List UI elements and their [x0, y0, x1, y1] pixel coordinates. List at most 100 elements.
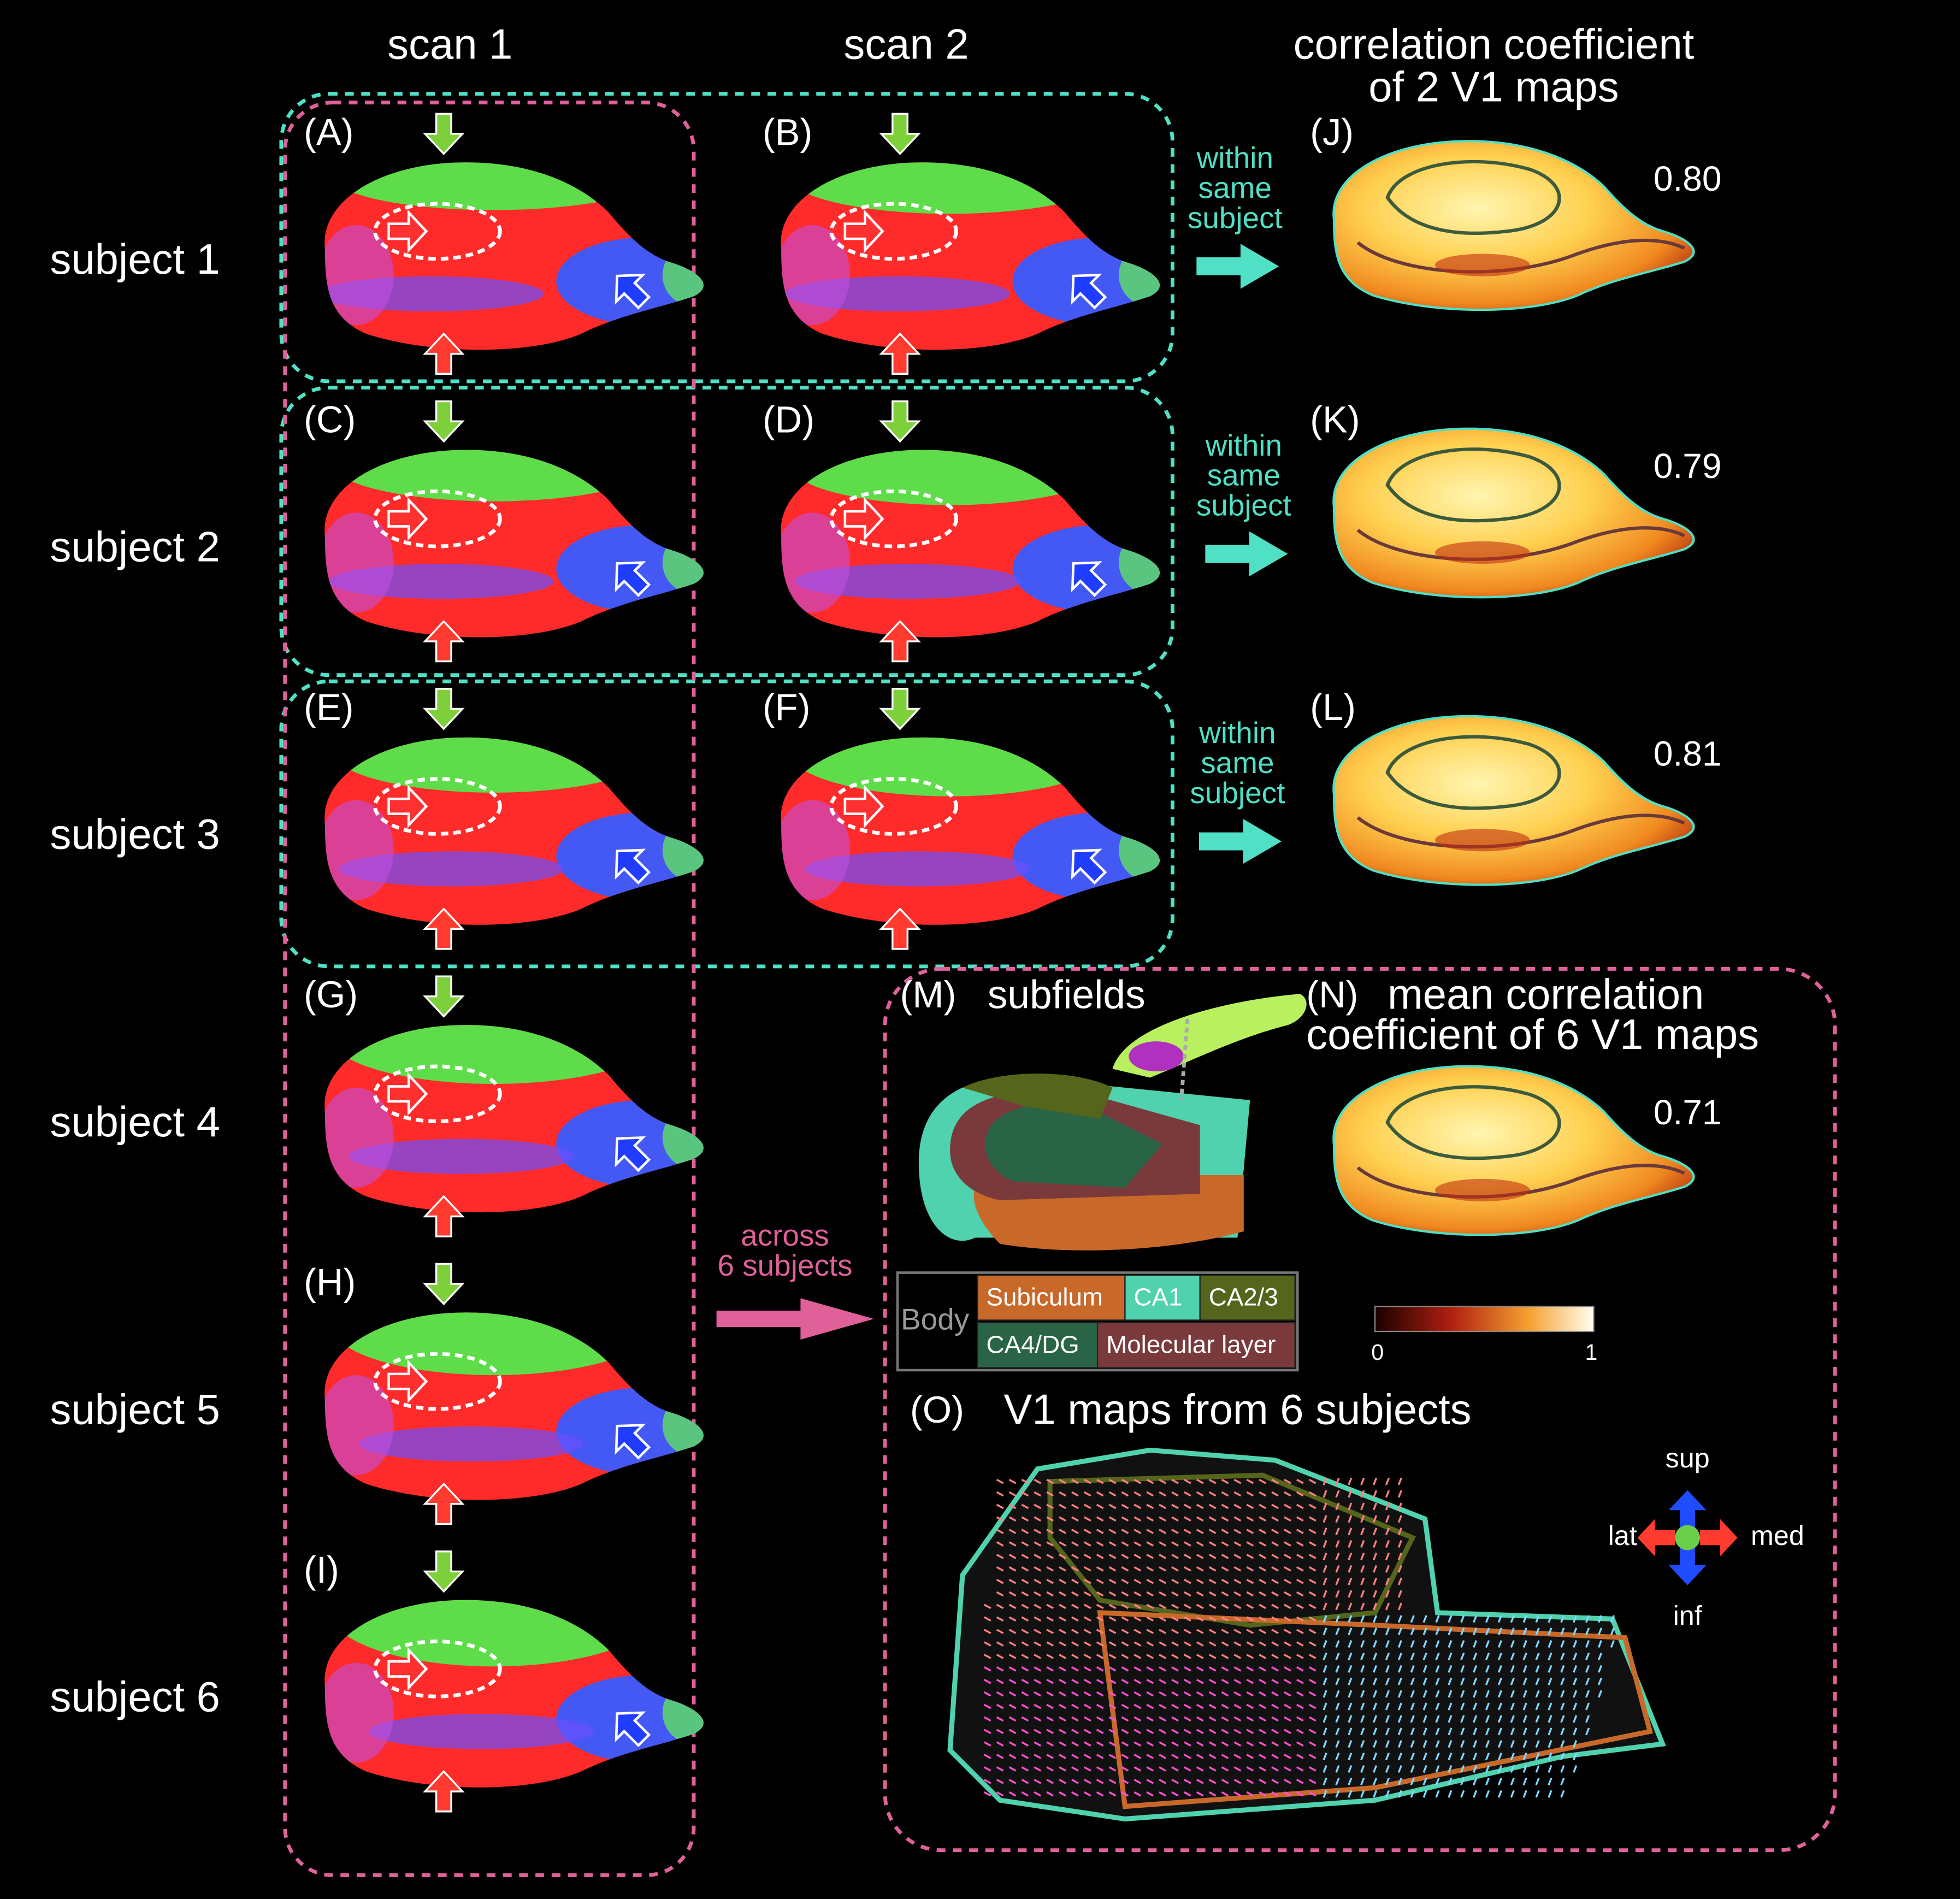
vector [1259, 1729, 1266, 1735]
vector [1535, 1727, 1540, 1736]
vector [1008, 1491, 1017, 1497]
vector [1271, 1766, 1279, 1772]
vector [1360, 1602, 1365, 1611]
vector [1259, 1478, 1266, 1484]
vector [1046, 1791, 1054, 1797]
vector [1146, 1654, 1154, 1659]
vector [1373, 1715, 1378, 1723]
vector [1335, 1665, 1340, 1673]
row-label: subject 1 [50, 236, 220, 283]
vector [1410, 1677, 1415, 1685]
vector [1522, 1790, 1527, 1798]
vector [1497, 1702, 1503, 1711]
vector [1196, 1541, 1204, 1547]
vector [1233, 1503, 1242, 1509]
vector [1059, 1791, 1066, 1797]
dti-fill [781, 162, 1160, 350]
roi-ellipse [373, 1639, 502, 1699]
vector [1184, 1491, 1191, 1497]
vector [1335, 1627, 1340, 1636]
vector [1208, 1566, 1217, 1572]
vector [1373, 1640, 1378, 1648]
vector [1233, 1691, 1242, 1697]
vector [1246, 1654, 1254, 1659]
vector [1448, 1740, 1453, 1748]
vector [1221, 1629, 1229, 1635]
vector [1296, 1654, 1304, 1659]
vector [1108, 1691, 1117, 1697]
vector [1296, 1578, 1304, 1584]
vector [1560, 1777, 1565, 1785]
vector [1096, 1791, 1104, 1797]
vector [1435, 1652, 1440, 1661]
vector [1271, 1491, 1279, 1497]
vector [1196, 1554, 1204, 1559]
heat-dark [1434, 829, 1530, 852]
vector [1034, 1779, 1042, 1784]
vector [1171, 1566, 1179, 1572]
arrow [1637, 1519, 1675, 1556]
vector [1259, 1654, 1266, 1659]
vector [1535, 1677, 1540, 1685]
vector [1184, 1691, 1191, 1697]
vector [1121, 1603, 1129, 1609]
vector [1134, 1478, 1142, 1484]
vector [1008, 1603, 1017, 1609]
vector [1246, 1629, 1254, 1635]
vector [1335, 1702, 1340, 1711]
vector [1096, 1641, 1104, 1647]
vector [1159, 1516, 1166, 1522]
vector [1046, 1566, 1054, 1572]
vector [1360, 1627, 1365, 1636]
vector [1284, 1754, 1291, 1759]
vector [1233, 1541, 1242, 1547]
vector [1196, 1566, 1204, 1572]
vector [983, 1691, 991, 1697]
vector [1397, 1790, 1402, 1798]
vector [1422, 1702, 1427, 1711]
vector [1259, 1754, 1266, 1759]
vector [996, 1578, 1004, 1584]
vector [1083, 1541, 1091, 1547]
vector [1510, 1677, 1515, 1685]
vector [1034, 1541, 1042, 1547]
vector [1121, 1629, 1129, 1635]
vector [1108, 1729, 1117, 1735]
vector [983, 1703, 991, 1709]
vector [1585, 1715, 1590, 1723]
vector [1071, 1678, 1079, 1684]
dti-map [324, 1263, 704, 1525]
arrow-label: 6 subjects [717, 1248, 852, 1282]
vector [1323, 1702, 1327, 1711]
vector [1096, 1603, 1104, 1609]
vector [1522, 1727, 1527, 1736]
vector [1448, 1753, 1453, 1761]
vector [1059, 1654, 1066, 1659]
vector [1034, 1603, 1042, 1609]
legend-label: Molecular layer [1106, 1331, 1276, 1359]
panel-label: (E) [304, 686, 353, 728]
vector [1196, 1616, 1204, 1622]
vector [1021, 1578, 1029, 1584]
vector [1059, 1666, 1066, 1672]
vector [1284, 1729, 1291, 1735]
vector [1221, 1729, 1229, 1735]
vector [1335, 1552, 1340, 1560]
vector [1096, 1754, 1104, 1759]
vector [1535, 1715, 1540, 1723]
vector [1548, 1727, 1552, 1736]
vector [1021, 1654, 1029, 1659]
arrow [424, 688, 464, 730]
vector [1159, 1678, 1166, 1684]
vector [1034, 1691, 1042, 1697]
vector [996, 1754, 1004, 1759]
correlation-map [1333, 1066, 1693, 1235]
vector [1335, 1528, 1340, 1536]
vector [1021, 1678, 1029, 1684]
vector [1360, 1515, 1365, 1523]
vector [1335, 1490, 1340, 1498]
vector [1271, 1791, 1279, 1797]
roi-ellipse [829, 489, 958, 549]
vector [1021, 1629, 1029, 1635]
vector [1196, 1741, 1204, 1747]
